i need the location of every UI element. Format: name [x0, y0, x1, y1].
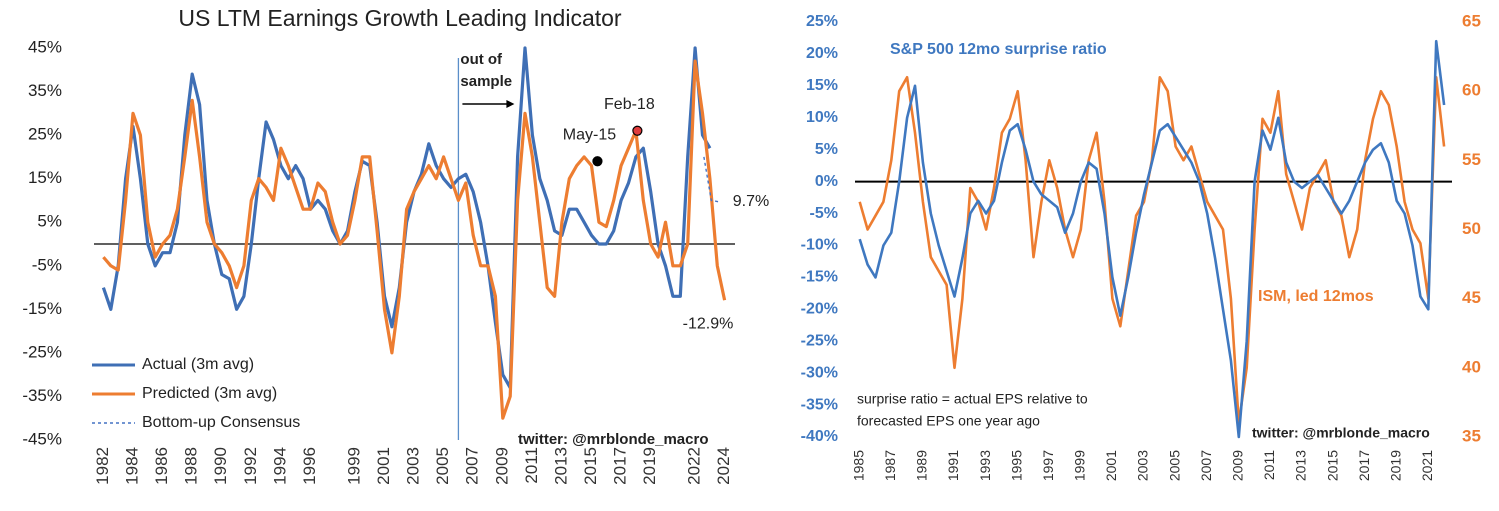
y2-tick-label: 60 [1462, 81, 1481, 100]
x-tick-label: 2013 [551, 447, 570, 485]
y-tick-label: 35% [28, 81, 62, 100]
x-tick-label: 1987 [882, 450, 898, 481]
series-line [858, 39, 1446, 439]
x-tick-label: 1997 [1040, 450, 1056, 481]
y-tick-label: -20% [801, 301, 838, 318]
y-tick-label: -25% [22, 342, 62, 361]
x-tick-label: 1992 [241, 447, 260, 485]
legend-label: Predicted (3m avg) [142, 385, 277, 402]
end-label: 9.7% [733, 193, 769, 210]
out-of-sample-label: out of [460, 51, 503, 68]
y-tick-label: -35% [22, 386, 62, 405]
x-tick-label: 2021 [1419, 450, 1435, 481]
x-tick-label: 2024 [714, 447, 733, 485]
x-tick-label: 1988 [182, 447, 201, 485]
y-tick-label: 10% [806, 109, 838, 126]
y-tick-label: -15% [22, 299, 62, 318]
y-tick-label: -35% [801, 396, 838, 413]
x-tick-label: 2001 [1103, 450, 1119, 481]
x-tick-label: 1989 [914, 450, 930, 481]
legend-label: Bottom-up Consensus [142, 414, 300, 431]
y-tick-label: -40% [801, 428, 838, 445]
y-tick-label: -45% [22, 429, 62, 448]
y-tick-label: -30% [801, 364, 838, 381]
series-label: ISM, led 12mos [1258, 288, 1374, 305]
series-line [858, 76, 1446, 425]
x-tick-label: 2007 [1198, 450, 1214, 481]
x-tick-label: 2019 [1387, 450, 1403, 481]
y-tick-label: -25% [801, 332, 838, 349]
y-tick-label: 20% [806, 45, 838, 62]
x-tick-label: 1986 [152, 447, 171, 485]
y-tick-label: 45% [28, 37, 62, 56]
x-tick-label: 1996 [300, 447, 319, 485]
highlight-dot [592, 156, 603, 167]
x-tick-label: 2013 [1293, 450, 1309, 481]
chart-title: US LTM Earnings Growth Leading Indicator [178, 5, 622, 31]
x-tick-label: 2022 [685, 447, 704, 485]
highlight-label: Feb-18 [604, 96, 655, 113]
x-tick-label: 1984 [123, 447, 142, 485]
series-label: S&P 500 12mo surprise ratio [890, 41, 1107, 58]
x-tick-label: 1993 [977, 450, 993, 481]
arrow-head [506, 100, 515, 108]
x-tick-label: 1999 [344, 447, 363, 485]
y-tick-label: 15% [28, 168, 62, 187]
x-tick-label: 2005 [433, 447, 452, 485]
y-tick-label: -15% [801, 269, 838, 286]
y2-tick-label: 65 [1462, 11, 1481, 30]
x-tick-label: 2009 [492, 447, 511, 485]
x-tick-label: 1994 [270, 447, 289, 485]
x-tick-label: 2005 [1166, 450, 1182, 481]
x-tick-label: 1990 [211, 447, 230, 485]
x-tick-label: 2003 [404, 447, 423, 485]
y-tick-label: 25% [806, 13, 838, 30]
x-tick-label: 1982 [93, 447, 112, 485]
out-of-sample-label: sample [460, 73, 512, 90]
note: forecasted EPS one year ago [857, 413, 1040, 429]
legend-label: Actual (3m avg) [142, 356, 254, 373]
y-tick-label: -10% [801, 237, 838, 254]
x-tick-label: 1999 [1072, 450, 1088, 481]
x-tick-label: 2007 [463, 447, 482, 485]
y-tick-label: 0% [815, 173, 838, 190]
x-tick-label: 1991 [945, 450, 961, 481]
x-tick-label: 2017 [611, 447, 630, 485]
series-line [102, 59, 727, 420]
credit: twitter: @mrblonde_macro [1252, 425, 1430, 441]
x-tick-label: 2011 [522, 447, 541, 484]
y2-tick-label: 50 [1462, 219, 1481, 238]
credit: twitter: @mrblonde_macro [518, 431, 709, 448]
end-label: -12.9% [683, 315, 734, 332]
y2-tick-label: 35 [1462, 426, 1481, 445]
y2-tick-label: 55 [1462, 150, 1481, 169]
x-tick-label: 2015 [1324, 450, 1340, 481]
y2-tick-label: 40 [1462, 357, 1481, 376]
highlight-dot [632, 125, 643, 136]
y-tick-label: 25% [28, 125, 62, 144]
x-tick-label: 2011 [1261, 450, 1277, 480]
highlight-label: May-15 [563, 126, 616, 143]
x-tick-label: 2017 [1356, 450, 1372, 481]
x-tick-label: 1995 [1008, 450, 1024, 481]
note: surprise ratio = actual EPS relative to [857, 391, 1088, 407]
x-tick-label: 2001 [374, 447, 393, 485]
y-tick-label: 15% [806, 77, 838, 94]
y-tick-label: -5% [32, 255, 62, 274]
y-tick-label: 5% [815, 141, 838, 158]
x-tick-label: 1985 [850, 450, 866, 481]
series-line [703, 156, 719, 203]
y-tick-label: 5% [37, 212, 62, 231]
x-tick-label: 2003 [1135, 450, 1151, 481]
x-tick-label: 2019 [640, 447, 659, 485]
y2-tick-label: 45 [1462, 288, 1481, 307]
x-tick-label: 2009 [1229, 450, 1245, 481]
y-tick-label: -5% [810, 205, 838, 222]
x-tick-label: 2015 [581, 447, 600, 485]
